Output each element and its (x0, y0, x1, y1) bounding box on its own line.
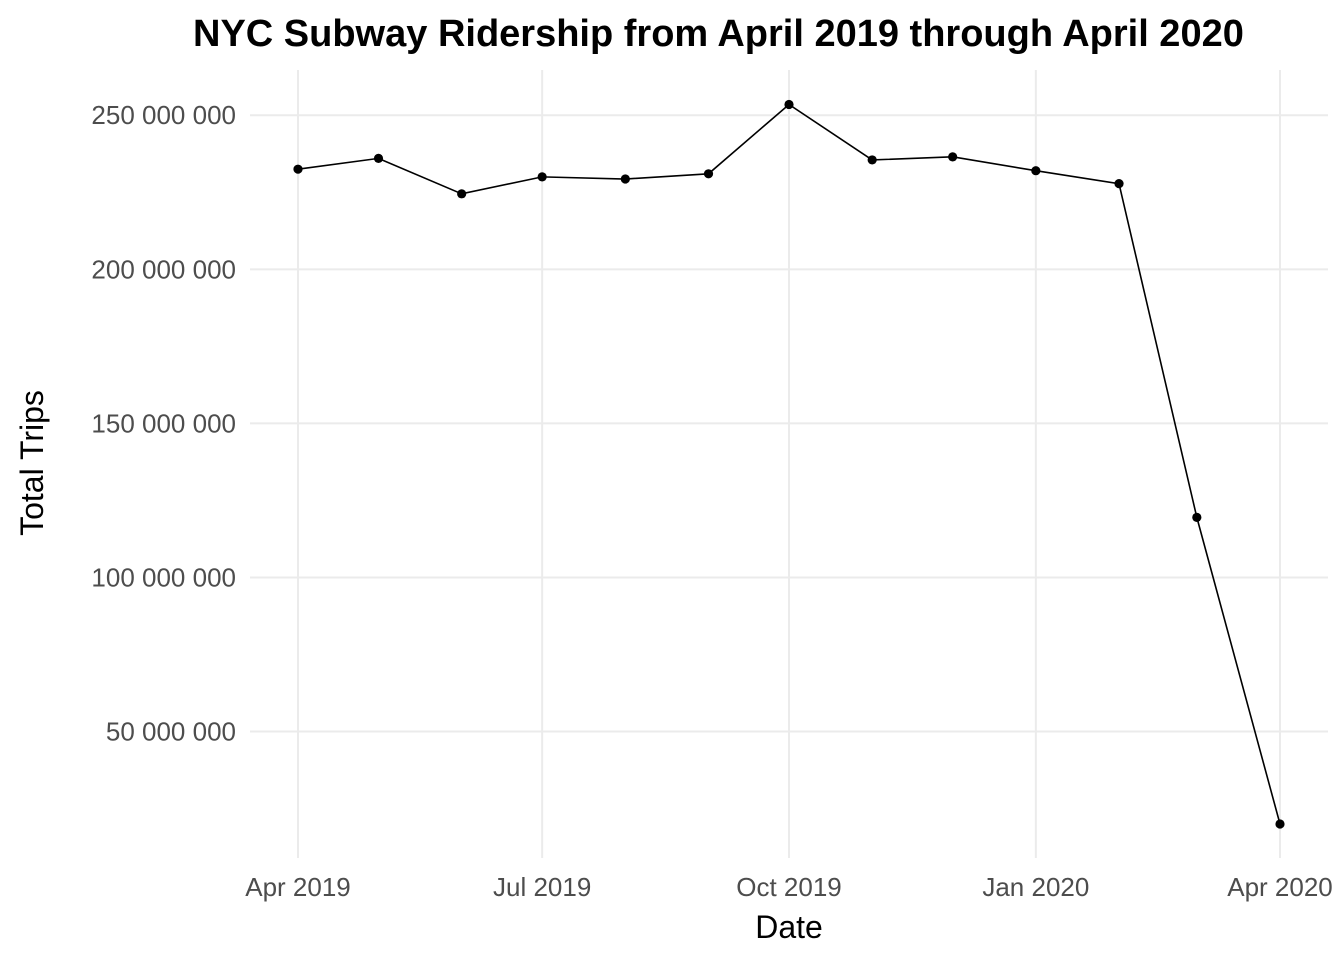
data-point (1031, 166, 1041, 176)
data-point (1114, 179, 1124, 189)
x-gridlines (297, 70, 1281, 858)
x-axis-ticks: Apr 2019 Jul 2019 Oct 2019 Jan 2020 Apr 2020 (245, 872, 1333, 902)
x-tick-label: Apr 2019 (245, 872, 351, 902)
y-tick-label: 200 000 000 (91, 254, 236, 284)
data-point (948, 152, 958, 162)
data-point (537, 172, 547, 182)
data-point (1275, 819, 1285, 829)
chart-title: NYC Subway Ridership from April 2019 thr… (193, 13, 1244, 55)
data-point (457, 189, 467, 199)
data-point (293, 164, 303, 174)
data-point (784, 99, 794, 110)
x-tick-label: Jul 2019 (493, 872, 591, 902)
data-point (867, 155, 877, 165)
data-point (703, 169, 714, 179)
y-tick-label: 250 000 000 (91, 100, 236, 130)
x-tick-label: Jan 2020 (982, 872, 1089, 902)
x-axis-title: Date (755, 909, 823, 945)
x-tick-label: Oct 2019 (736, 872, 842, 902)
ridership-series (293, 99, 1285, 829)
data-point (373, 153, 384, 163)
x-tick-label: Apr 2020 (1227, 872, 1333, 902)
y-axis-title: Total Trips (14, 390, 50, 536)
data-point (620, 174, 630, 184)
y-tick-label: 150 000 000 (91, 408, 236, 438)
y-tick-label: 100 000 000 (91, 562, 236, 592)
data-point (1192, 512, 1202, 522)
y-axis-ticks: 50 000 000 100 000 000 150 000 000 200 000 … (91, 100, 236, 746)
y-tick-label: 50 000 000 (106, 717, 236, 747)
